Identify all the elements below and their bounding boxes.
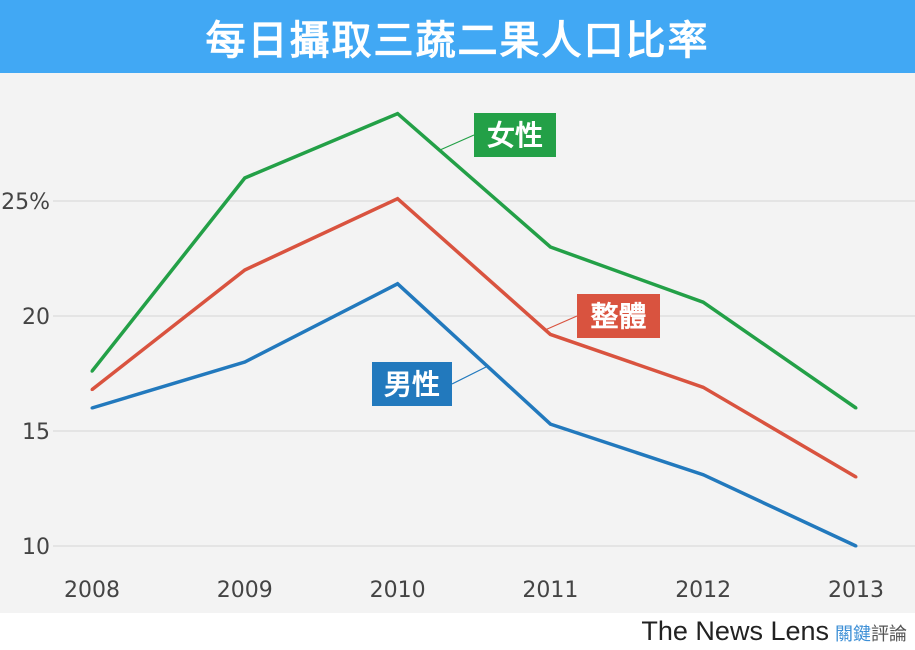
y-tick-label: 25% [1, 190, 50, 215]
data-point [396, 112, 400, 116]
series-label: 女性 [487, 119, 543, 152]
data-point [854, 544, 858, 548]
y-tick-label: 10 [22, 535, 50, 560]
brand-cn-highlight: 關鍵 [835, 624, 871, 644]
data-point [90, 369, 94, 373]
data-point [854, 406, 858, 410]
data-point [396, 282, 400, 286]
series-label: 整體 [590, 300, 646, 333]
brand-cn: 關鍵評論 [835, 624, 907, 644]
y-tick-label: 15 [22, 420, 50, 445]
chart-title: 每日攝取三蔬二果人口比率 [205, 17, 710, 64]
x-tick-label: 2008 [64, 578, 120, 603]
y-tick-label: 20 [22, 305, 50, 330]
data-point [243, 268, 247, 272]
x-tick-label: 2010 [370, 578, 426, 603]
data-point [701, 385, 705, 389]
data-point [548, 245, 552, 249]
series-line [91, 281, 857, 548]
x-tick-label: 2009 [217, 578, 273, 603]
series-line [90, 196, 857, 479]
data-point [854, 475, 858, 479]
data-point [90, 406, 94, 410]
data-point [90, 388, 94, 392]
series-label-box [577, 294, 660, 338]
label-leader [544, 315, 578, 331]
brand-name: The News Lens [641, 616, 829, 646]
series-label: 男性 [384, 368, 440, 401]
data-point [548, 332, 552, 336]
series-line [90, 111, 857, 410]
label-leader [451, 365, 489, 385]
label-leader [439, 134, 475, 151]
data-point [548, 422, 552, 426]
data-point [701, 300, 705, 304]
data-point [701, 473, 705, 477]
series-label-box [474, 113, 556, 157]
x-tick-label: 2013 [828, 578, 884, 603]
data-point [243, 360, 247, 364]
data-point [243, 176, 247, 180]
data-point [396, 197, 400, 201]
x-tick-label: 2012 [675, 578, 731, 603]
series-label-box [372, 362, 452, 406]
brand-logo: The News Lens 關鍵評論 [641, 616, 907, 647]
title-banner: 每日攝取三蔬二果人口比率 [0, 0, 915, 73]
brand-cn-rest: 評論 [871, 624, 907, 644]
x-tick-label: 2011 [522, 578, 578, 603]
